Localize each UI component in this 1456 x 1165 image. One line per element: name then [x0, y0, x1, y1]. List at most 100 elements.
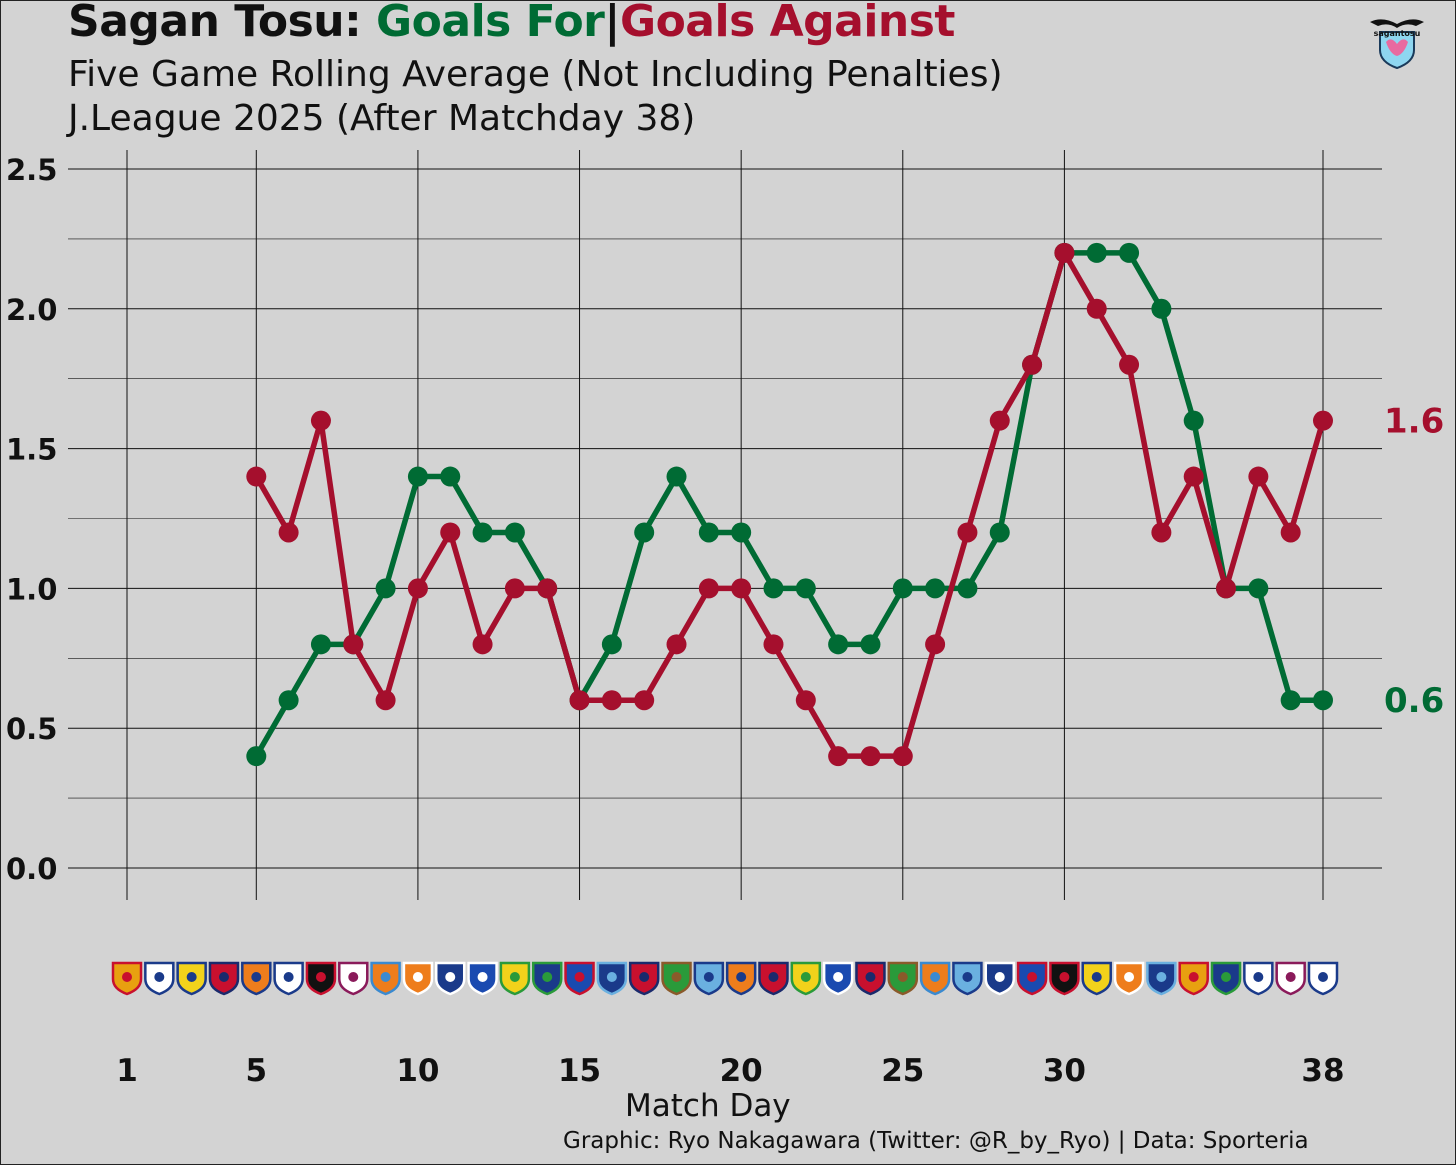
data-point — [1183, 466, 1204, 487]
series — [246, 242, 1333, 767]
title-goals-for: Goals For — [376, 0, 605, 47]
opponent-badge-icon — [693, 961, 725, 996]
data-point — [634, 522, 655, 543]
data-point — [1313, 690, 1333, 711]
badge-emblem — [251, 972, 262, 982]
data-point — [925, 634, 946, 655]
series-line-goals-against — [253, 250, 1326, 759]
badge-emblem — [736, 972, 747, 982]
opponent-badge-icon — [564, 961, 595, 996]
data-point — [246, 466, 267, 487]
opponent-badge-icon — [855, 961, 886, 996]
series-line-goals-for — [253, 250, 1326, 759]
opponent-badge-icon — [1113, 961, 1145, 996]
badge-emblem — [574, 972, 585, 982]
opponent-badge-icon — [499, 961, 531, 996]
data-point — [1151, 522, 1172, 543]
data-point — [407, 578, 428, 599]
data-point — [504, 578, 525, 599]
badge-emblem — [606, 972, 617, 982]
title-team: Sagan Tosu: — [68, 0, 362, 47]
y-tick-label: 1.0 — [6, 572, 57, 606]
data-point — [925, 578, 946, 599]
data-point — [957, 578, 978, 599]
data-point — [1280, 690, 1301, 711]
opponent-badge-icon — [887, 961, 919, 996]
badge-emblem — [930, 972, 941, 982]
x-tick-label: 1 — [116, 1053, 138, 1089]
chart-subtitle-2: J.League 2025 (After Matchday 38) — [68, 98, 696, 139]
opponent-badge-icon — [305, 961, 337, 996]
badge-emblem — [897, 972, 908, 982]
opponent-badge-icon — [370, 961, 401, 996]
badge-emblem — [186, 972, 197, 982]
x-axis-title: Match Day — [625, 1088, 791, 1124]
opponent-badge-icon — [176, 961, 207, 996]
caption: Graphic: Ryo Nakagawara (Twitter: @R_by_… — [563, 1128, 1309, 1154]
end-value-label-goals-against: 1.6 — [1384, 402, 1444, 442]
badge-emblem — [800, 972, 811, 982]
opponent-badge-icon — [1016, 961, 1048, 996]
x-tick-label: 20 — [720, 1053, 763, 1089]
badge-emblem — [1318, 972, 1328, 982]
data-point — [1054, 242, 1075, 263]
data-point — [472, 634, 493, 655]
data-point — [310, 634, 331, 655]
data-point — [1086, 298, 1107, 319]
data-point — [504, 522, 525, 543]
opponent-badge-icon — [1081, 961, 1112, 996]
data-point — [892, 578, 913, 599]
opponent-badge-icon — [952, 961, 983, 996]
opponent-badge-icon — [208, 961, 240, 996]
data-point — [569, 690, 590, 711]
data-point — [634, 690, 655, 711]
opponent-badge-icon — [758, 961, 789, 996]
logo-text: sagantosu — [1374, 29, 1421, 38]
data-point — [1119, 242, 1140, 263]
y-tick-label: 2.5 — [6, 153, 57, 187]
data-point — [828, 634, 849, 655]
data-point — [246, 746, 267, 767]
data-point — [860, 634, 881, 655]
x-tick-label: 30 — [1043, 1053, 1086, 1089]
opponent-badge-icon — [111, 961, 143, 996]
data-point — [957, 522, 978, 543]
opponent-badge-icon — [467, 961, 498, 996]
x-tick-label: 25 — [881, 1053, 924, 1089]
badge-emblem — [768, 972, 779, 982]
chart-title: Sagan Tosu: Goals For|Goals Against — [68, 0, 955, 47]
opponent-badge-icon — [919, 961, 951, 996]
badge-emblem — [1124, 972, 1135, 982]
badge-emblem — [671, 972, 682, 982]
data-point — [310, 410, 331, 431]
opponent-badge-icon — [661, 961, 692, 996]
badge-emblem — [445, 972, 456, 982]
data-point — [537, 578, 558, 599]
opponent-badge-icon — [725, 961, 757, 996]
end-value-label-goals-for: 0.6 — [1384, 681, 1444, 721]
chart-subtitle-1: Five Game Rolling Average (Not Including… — [68, 54, 1003, 95]
badge-emblem — [218, 972, 229, 982]
opponent-badge-icon — [628, 961, 660, 996]
logo-wings — [1370, 19, 1424, 28]
x-tick-label: 38 — [1301, 1053, 1344, 1089]
badge-emblem — [315, 972, 326, 982]
x-tick-label: 5 — [246, 1053, 268, 1089]
title-separator: | — [604, 0, 620, 47]
y-tick-label: 0.0 — [6, 852, 57, 886]
opponent-badge-icon — [434, 961, 466, 996]
badge-emblem — [1156, 972, 1167, 982]
opponent-badge-icon — [531, 961, 563, 996]
club-logo: sagantosu — [1370, 19, 1424, 70]
opponent-badge-icon — [1049, 961, 1080, 996]
badge-emblem — [1221, 972, 1232, 982]
badge-emblem — [1253, 972, 1264, 982]
badge-emblem — [1091, 972, 1102, 982]
data-point — [1280, 522, 1301, 543]
opponent-badge-icon — [1243, 961, 1274, 996]
data-point — [375, 690, 396, 711]
data-point — [1183, 410, 1204, 431]
opponent-badge-icon — [1307, 961, 1339, 996]
badge-emblem — [1188, 972, 1199, 982]
